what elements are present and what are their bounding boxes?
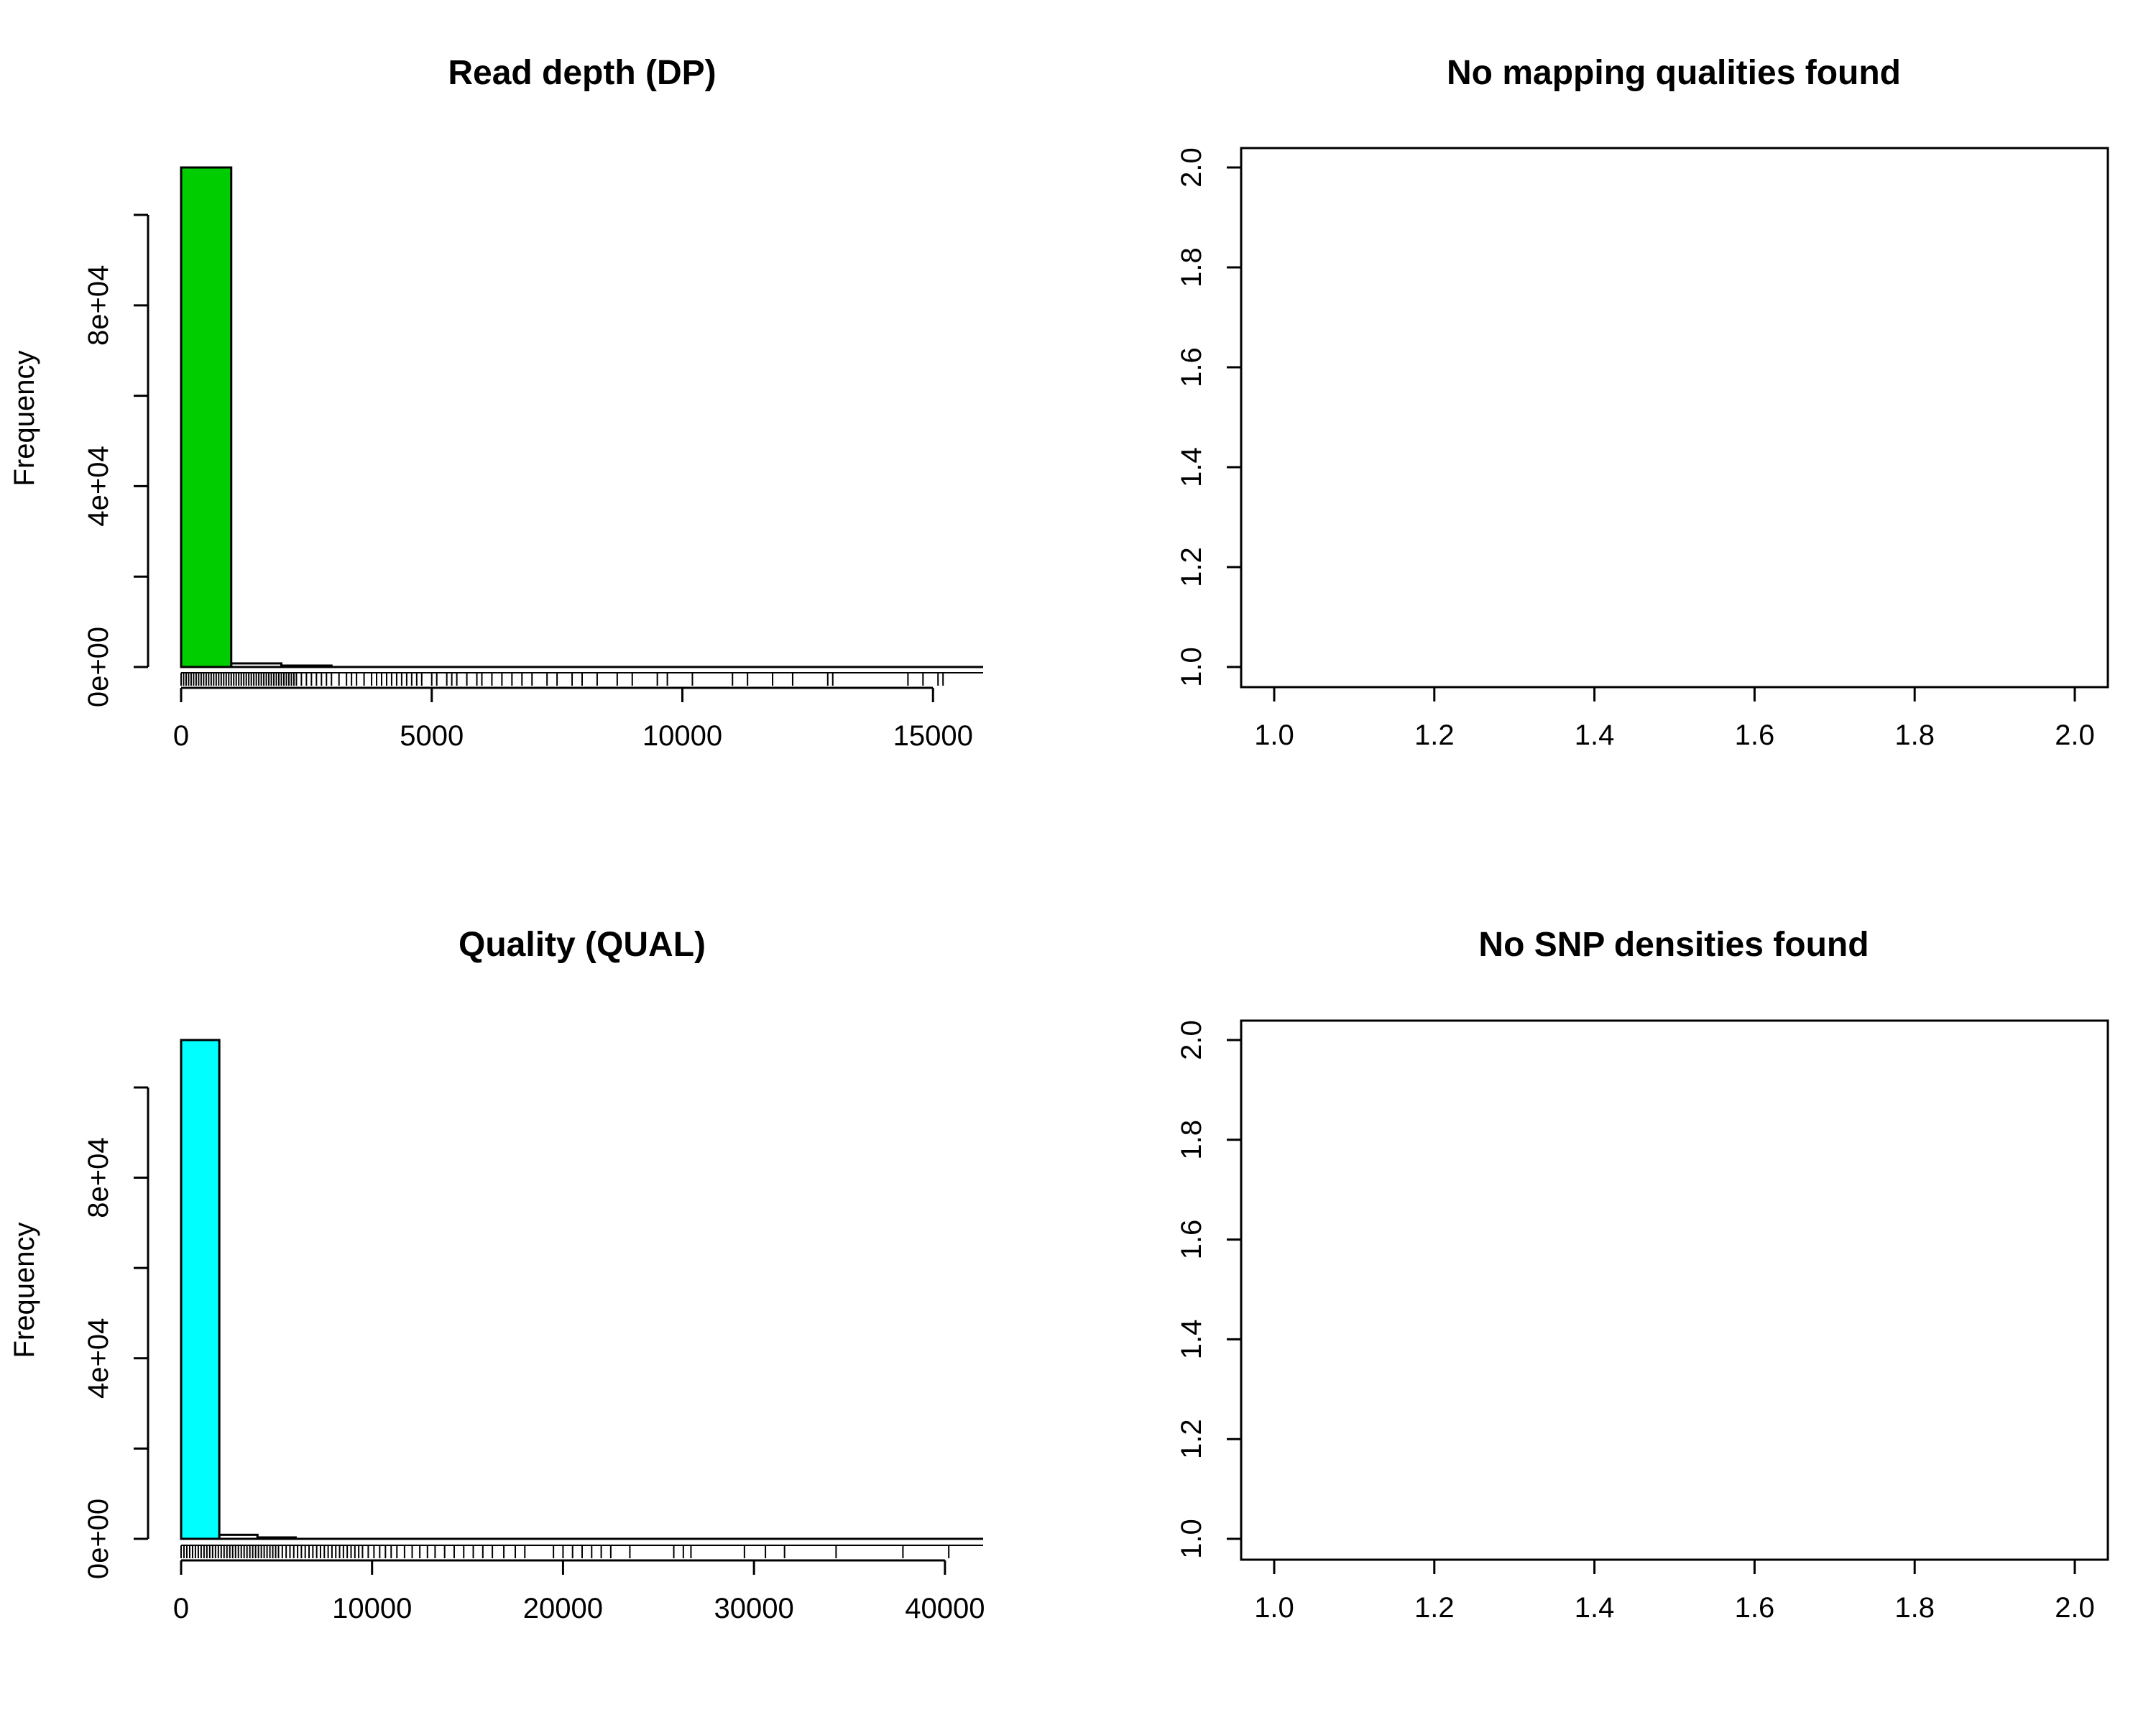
y-tick-label: 1.6 [1176, 347, 1207, 387]
y-tick-label: 1.0 [1176, 647, 1207, 687]
x-tick-label: 10000 [642, 720, 722, 752]
x-tick-label: 0 [173, 1593, 189, 1624]
x-tick-label: 40000 [905, 1593, 985, 1624]
y-axis: 0e+00 4e+04 8e+04 [83, 213, 149, 707]
y-tick-label: 1.6 [1176, 1220, 1207, 1260]
x-tick-label: 2.0 [2055, 719, 2095, 751]
y-axis: 1.0 1.2 1.4 1.6 1.8 2.0 [1176, 1020, 1241, 1559]
y-tick-label: 4e+04 [83, 1318, 114, 1399]
y-axis-label: Frequency [9, 1223, 40, 1358]
x-axis: 1.0 1.2 1.4 1.6 1.8 2.0 [1254, 1560, 2095, 1624]
x-tick-label: 1.6 [1735, 719, 1775, 751]
x-tick-label: 30000 [714, 1593, 794, 1624]
chart-title: Quality (QUAL) [459, 926, 706, 964]
y-tick-label: 1.4 [1176, 447, 1207, 487]
y-tick-label: 1.2 [1176, 547, 1207, 587]
x-tick-label: 1.2 [1414, 1592, 1455, 1624]
x-tick-label: 5000 [400, 720, 464, 752]
x-tick-label: 0 [173, 720, 189, 752]
x-tick-label: 20000 [523, 1593, 603, 1624]
y-tick-label: 1.8 [1176, 247, 1207, 288]
y-tick-label: 1.8 [1176, 1120, 1207, 1160]
y-tick-label: 8e+04 [83, 1137, 114, 1218]
panel-read-depth: Read depth (DP) Frequency 0 5000 10000 1500… [9, 54, 983, 752]
x-tick-label: 1.4 [1575, 1592, 1615, 1624]
panel-mapping-qualities: No mapping qualities found 1.0 1.2 1.4 1.6 1… [1176, 54, 2109, 751]
chart-title: No SNP densities found [1478, 926, 1869, 964]
histogram-bar [180, 1039, 221, 1540]
histogram-bar [218, 1533, 259, 1540]
histogram-bars [180, 166, 983, 668]
x-tick-label: 1.0 [1254, 1592, 1294, 1624]
x-tick-label: 1.8 [1894, 719, 1935, 751]
histogram-bar [180, 166, 233, 668]
panel-quality: Quality (QUAL) Frequency 0 10000 20000 3000… [9, 926, 985, 1624]
y-tick-label: 0e+00 [83, 1499, 114, 1579]
histogram-bar [280, 664, 333, 668]
x-axis: 0 10000 20000 30000 40000 [173, 1559, 985, 1624]
x-tick-label: 10000 [332, 1593, 412, 1624]
rug-ticks [180, 1545, 983, 1558]
panel-snp-densities: No SNP densities found 1.0 1.2 1.4 1.6 1.8 2.… [1176, 926, 2109, 1624]
rug-ticks [180, 672, 983, 686]
x-tick-label: 15000 [893, 720, 973, 752]
histogram-bars [180, 1039, 983, 1540]
y-tick-label: 1.2 [1176, 1419, 1207, 1459]
x-tick-label: 1.8 [1894, 1592, 1935, 1624]
y-tick-label: 4e+04 [83, 446, 114, 526]
y-tick-label: 1.4 [1176, 1320, 1207, 1360]
y-tick-label: 8e+04 [83, 265, 114, 346]
plot-box [1240, 1019, 2109, 1561]
x-tick-label: 1.0 [1254, 719, 1294, 751]
y-tick-label: 2.0 [1176, 1020, 1207, 1060]
y-tick-label: 0e+00 [83, 627, 114, 707]
y-axis-label: Frequency [9, 351, 40, 487]
x-axis: 0 5000 10000 15000 [173, 686, 973, 752]
x-axis: 1.0 1.2 1.4 1.6 1.8 2.0 [1254, 687, 2095, 751]
x-tick-label: 1.6 [1735, 1592, 1775, 1624]
histogram-bar [230, 662, 282, 668]
histogram-bar [256, 1536, 297, 1540]
y-axis: 1.0 1.2 1.4 1.6 1.8 2.0 [1176, 147, 1241, 687]
y-tick-label: 1.0 [1176, 1519, 1207, 1559]
x-tick-label: 1.2 [1414, 719, 1455, 751]
chart-title: Read depth (DP) [448, 54, 716, 92]
x-tick-label: 1.4 [1575, 719, 1615, 751]
y-axis: 0e+00 4e+04 8e+04 [83, 1086, 149, 1579]
y-tick-label: 2.0 [1176, 147, 1207, 188]
chart-title: No mapping qualities found [1447, 54, 1901, 92]
plot-box [1240, 147, 2109, 689]
x-tick-label: 2.0 [2055, 1592, 2095, 1624]
